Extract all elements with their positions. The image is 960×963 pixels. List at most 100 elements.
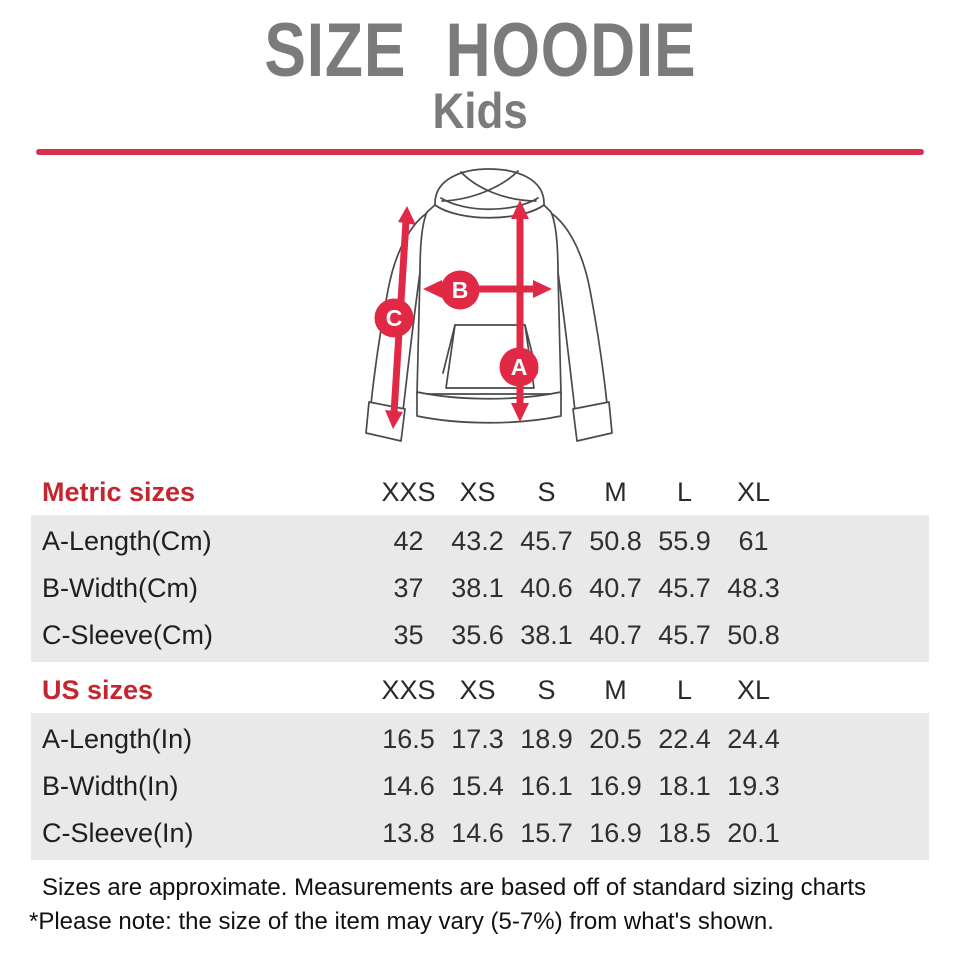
hoodie-right-cuff [572,401,613,443]
metric-header-row: Metric sizes XXS XS S M L XL [31,469,929,515]
metric-sizes-table: Metric sizes XXS XS S M L XL A-Length(Cm… [31,469,929,663]
red-divider-line [36,149,924,156]
cell-value: 15.4 [451,771,504,802]
column-header-xl: XL [736,476,771,507]
cell-value: 35.6 [451,620,504,651]
title-block: SIZE HOODIE Kids [0,0,960,136]
hoodie-hem [416,391,562,425]
cell-value: 16.5 [382,724,435,755]
marker-a-label: A [511,354,528,380]
us-header-row: US sizes XXS XS S M L XL [31,667,929,713]
column-header-xxs: XXS [381,476,436,507]
table-row: A-Length(Cm) 42 43.2 45.7 50.8 55.9 61 [31,518,929,565]
cell-value: 20.1 [727,818,780,849]
hoodie-hood-collar [440,197,539,211]
hoodie-hood-fold-right [441,170,519,203]
hoodie-illustration: A B C [365,168,613,443]
cell-value: 17.3 [451,724,504,755]
cell-value: 13.8 [382,818,435,849]
column-header-s: S [537,476,556,507]
marker-c-circle [374,298,414,338]
hoodie-left-cuff [365,401,406,443]
metric-section-label: Metric sizes [42,476,196,507]
page-subtitle-text: Kids [432,83,528,140]
marker-b-label: B [452,277,469,303]
row-label-b-width-cm: B-Width(Cm) [42,573,198,604]
table-row: C-Sleeve(Cm) 35 35.6 38.1 40.7 45.7 50.8 [31,612,929,659]
arrow-b-head-right [533,280,552,299]
cell-value: 38.1 [520,620,573,651]
cell-value: 16.9 [589,771,642,802]
table-row: B-Width(Cm) 37 38.1 40.6 40.7 45.7 48.3 [31,565,929,612]
us-data-block: A-Length(In) 16.5 17.3 18.9 20.5 22.4 24… [31,713,929,861]
arrow-c-head-bottom [385,410,403,430]
cell-value: 40.7 [589,573,642,604]
column-header-l: L [676,674,693,705]
column-header-l: L [676,476,693,507]
cell-value: 50.8 [727,620,780,651]
table-row: C-Sleeve(In) 13.8 14.6 15.7 16.9 18.5 20… [31,810,929,857]
arrow-a-head-bottom [511,403,529,423]
arrow-c-head-top [398,206,416,226]
cell-value: 15.7 [520,818,573,849]
column-header-xs: XS [459,674,496,705]
cell-value: 40.7 [589,620,642,651]
page-subtitle: Kids [0,86,960,136]
cell-value: 45.7 [658,573,711,604]
cell-value: 24.4 [727,724,780,755]
hoodie-hood [434,168,545,219]
cell-value: 55.9 [658,526,711,557]
cell-value: 14.6 [451,818,504,849]
cell-value: 38.1 [451,573,504,604]
footnotes: Sizes are approximate. Measurements are … [29,871,960,937]
cell-value: 40.6 [520,573,573,604]
cell-value: 14.6 [382,771,435,802]
cell-value: 16.1 [520,771,573,802]
cell-value: 35 [393,620,424,651]
cell-value: 18.9 [520,724,573,755]
table-row: A-Length(In) 16.5 17.3 18.9 20.5 22.4 24… [31,716,929,763]
table-row: B-Width(In) 14.6 15.4 16.1 16.9 18.1 19.… [31,763,929,810]
cell-value: 45.7 [520,526,573,557]
arrow-b-head-left [423,280,442,299]
marker-a-circle [499,347,539,387]
cell-value: 22.4 [658,724,711,755]
size-tables: Metric sizes XXS XS S M L XL A-Length(Cm… [31,469,929,861]
column-header-xs: XS [459,476,496,507]
footnote-approximate: Sizes are approximate. Measurements are … [42,874,866,902]
row-label-a-length-cm: A-Length(Cm) [42,526,212,557]
row-label-b-width-in: B-Width(In) [42,771,179,802]
cell-value: 48.3 [727,573,780,604]
page-title: SIZE HOODIE [0,8,960,93]
metric-data-block: A-Length(Cm) 42 43.2 45.7 50.8 55.9 61 B… [31,515,929,663]
column-header-m: M [604,674,627,705]
cell-value: 43.2 [451,526,504,557]
cell-value: 19.3 [727,771,780,802]
row-label-c-sleeve-cm: C-Sleeve(Cm) [42,620,214,651]
row-label-c-sleeve-in: C-Sleeve(In) [42,818,194,849]
marker-c-label: C [386,305,403,331]
us-section-label: US sizes [42,674,154,705]
column-header-s: S [537,674,556,705]
us-sizes-table: US sizes XXS XS S M L XL A-Length(In) 16… [31,667,929,861]
marker-b-circle [440,270,480,310]
footnote-variance: *Please note: the size of the item may v… [29,907,774,935]
cell-value: 18.5 [658,818,711,849]
arrow-a-head-top [511,200,529,220]
cell-value: 37 [393,573,424,604]
cell-value: 50.8 [589,526,642,557]
hoodie-hood-fold-left [460,171,537,203]
cell-value: 16.9 [589,818,642,849]
row-label-a-length-in: A-Length(In) [42,724,193,755]
cell-value: 20.5 [589,724,642,755]
column-header-xl: XL [736,674,771,705]
cell-value: 61 [738,526,769,557]
column-header-xxs: XXS [381,674,436,705]
hoodie-diagram: A B C [0,161,960,463]
column-header-m: M [604,476,627,507]
cell-value: 18.1 [658,771,711,802]
page-title-text: SIZE HOODIE [263,8,697,93]
cell-value: 45.7 [658,620,711,651]
cell-value: 42 [393,526,424,557]
